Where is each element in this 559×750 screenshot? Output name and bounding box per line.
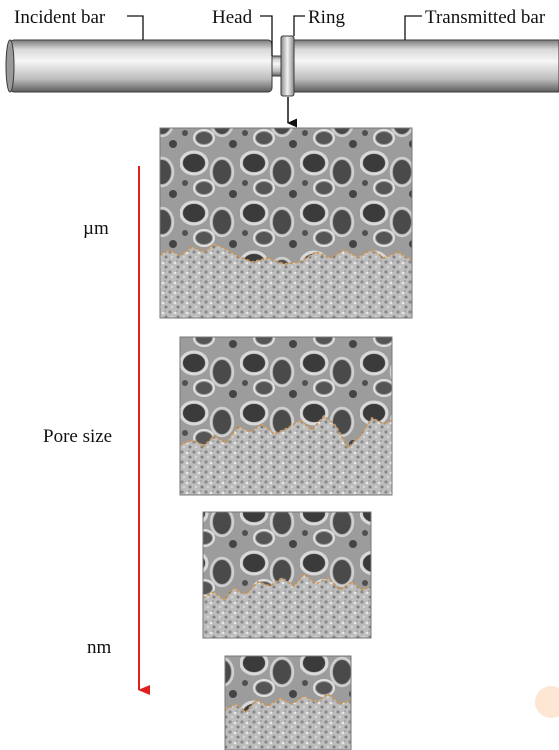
pore-size-axis: µm Pore size nm: [43, 166, 150, 695]
incident-bar: [9, 39, 273, 93]
nanometer-label: nm: [87, 637, 112, 658]
specimen-head: [271, 55, 282, 77]
bar-assembly: Incident bar Head Ring Transmitted bar: [5, 7, 559, 128]
ring-leader: [293, 15, 305, 36]
sem-image-1: [159, 127, 413, 319]
pore-size-label: Pore size: [43, 426, 112, 447]
interface-line-4: [224, 692, 352, 714]
sem-image-2: [179, 336, 393, 496]
ring: [280, 35, 295, 97]
interface-line-3: [202, 572, 372, 602]
sem-image-4: [224, 655, 352, 750]
watermark-blob: [535, 686, 559, 718]
interface-line-1: [159, 242, 413, 265]
interface-line-2: [179, 414, 393, 450]
incident-bar-label: Incident bar: [14, 7, 106, 28]
micrometer-label: µm: [83, 218, 109, 239]
transmitted-bar-label: Transmitted bar: [425, 7, 546, 28]
transmitted-bar: [293, 39, 559, 93]
ring-label: Ring: [308, 7, 345, 28]
head-label: Head: [212, 7, 253, 28]
sem-image-3: [202, 511, 372, 639]
head-leader: [260, 15, 273, 56]
incident-bar-leader: [127, 15, 144, 40]
transmitted-bar-leader: [404, 15, 422, 40]
